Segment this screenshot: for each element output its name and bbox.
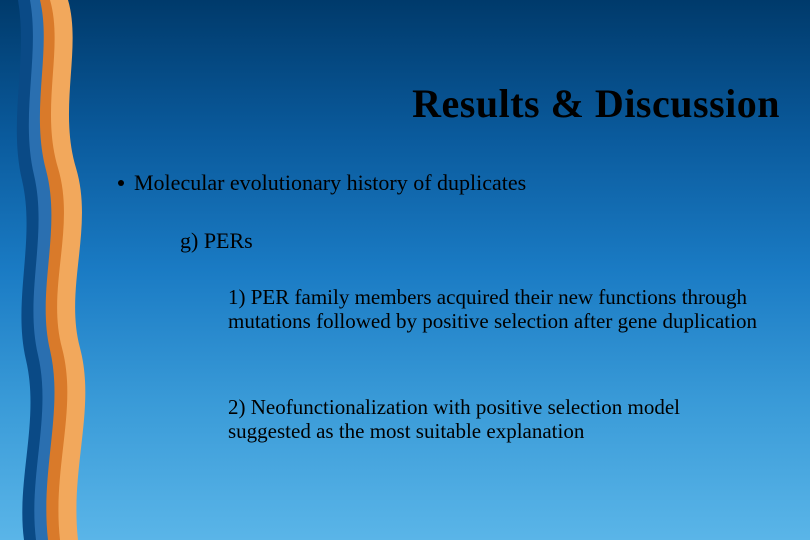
paragraph-2: 2) Neofunctionalization with positive se… [228, 395, 748, 443]
bullet-dot-icon [118, 180, 124, 186]
decorative-ribbon [0, 0, 110, 540]
sub-heading: g) PERs [180, 228, 253, 254]
slide-title: Results & Discussion [412, 80, 780, 127]
bullet-item: Molecular evolutionary history of duplic… [118, 170, 526, 196]
paragraph-1: 1) PER family members acquired their new… [228, 285, 778, 333]
bullet-text: Molecular evolutionary history of duplic… [134, 170, 526, 196]
